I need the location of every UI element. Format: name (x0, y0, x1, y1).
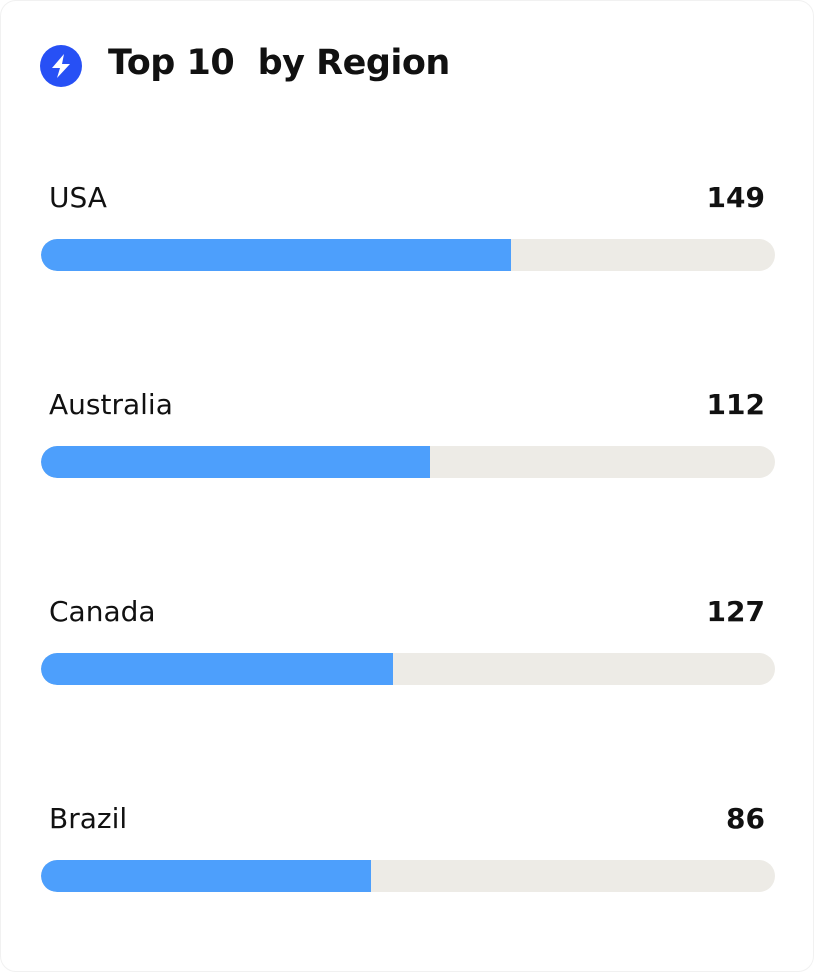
progress-fill (41, 653, 394, 685)
progress-track (41, 653, 775, 685)
progress-fill (41, 860, 372, 892)
region-label: Brazil (49, 802, 128, 835)
region-row: Brazil 86 (41, 802, 775, 902)
progress-fill (41, 239, 511, 271)
region-label: USA (49, 181, 107, 214)
region-value: 149 (706, 181, 765, 214)
region-row: USA 149 (41, 181, 775, 281)
region-label: Canada (49, 595, 156, 628)
progress-fill (41, 446, 431, 478)
region-value: 112 (706, 388, 765, 421)
region-value: 86 (726, 802, 765, 835)
region-row: Canada 127 (41, 595, 775, 695)
progress-track (41, 239, 775, 271)
region-value: 127 (706, 595, 765, 628)
icon (40, 45, 82, 87)
region-label: Australia (49, 388, 173, 421)
region-row: Australia 112 (41, 388, 775, 488)
progress-track (41, 860, 775, 892)
progress-track (41, 446, 775, 478)
title: Top 10 by Region (108, 43, 450, 83)
